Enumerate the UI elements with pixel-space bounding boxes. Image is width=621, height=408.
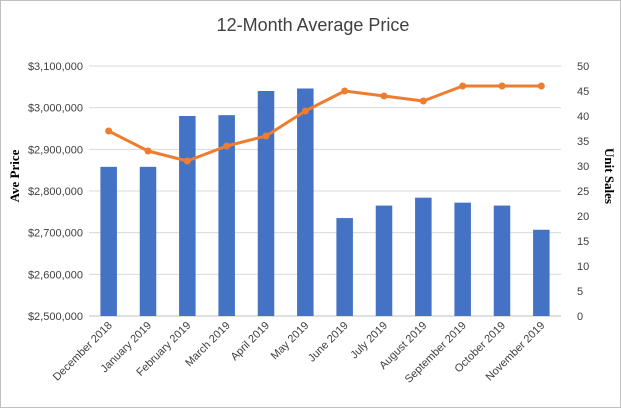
y2-tick-label: 45 xyxy=(577,86,589,98)
line-point xyxy=(341,87,349,95)
y2-tick-label: 30 xyxy=(577,161,589,173)
line-point xyxy=(262,132,270,140)
y2-tick-label: 20 xyxy=(577,211,589,223)
bar xyxy=(297,88,314,316)
bar xyxy=(454,202,471,316)
bar xyxy=(218,115,235,317)
bar xyxy=(179,116,196,316)
y2-axis-title: Unit Sales xyxy=(602,148,617,204)
line-series xyxy=(105,82,545,165)
y-tick-label: $2,700,000 xyxy=(28,228,83,240)
bar xyxy=(375,205,393,316)
y2-tick-label: 50 xyxy=(577,61,589,73)
bar-series xyxy=(100,88,550,317)
left-axis-ticks: $2,500,000 $2,600,000 $2,700,000 $2,800,000… xyxy=(28,61,83,323)
bar xyxy=(139,166,157,316)
bar xyxy=(415,197,432,316)
bar xyxy=(336,218,353,316)
y2-tick-label: 10 xyxy=(577,261,589,273)
series-line xyxy=(107,84,542,163)
line-point xyxy=(105,127,113,135)
y-tick-label: $2,800,000 xyxy=(28,186,83,198)
y2-tick-label: 35 xyxy=(577,136,589,148)
x-tick-label: July 2019 xyxy=(348,320,390,362)
line-point xyxy=(498,82,506,90)
y-axis-title: Ave Price xyxy=(7,149,22,202)
y-tick-label: $3,100,000 xyxy=(28,61,83,73)
bar xyxy=(257,91,275,316)
line-point xyxy=(459,82,467,90)
bar xyxy=(100,166,117,316)
x-tick-label: April 2019 xyxy=(229,320,273,364)
x-tick-label: June 2019 xyxy=(306,320,351,365)
y-tick-label: $2,900,000 xyxy=(28,144,83,156)
gridlines xyxy=(89,65,561,317)
chart-title: 12-Month Average Price xyxy=(217,15,410,35)
bar xyxy=(493,205,511,316)
line-point xyxy=(301,107,309,115)
line-point xyxy=(380,92,388,100)
y-tick-label: $2,500,000 xyxy=(28,311,83,323)
y-tick-label: $2,600,000 xyxy=(28,269,83,281)
y-tick-label: $3,000,000 xyxy=(28,103,83,115)
y2-tick-label: 5 xyxy=(577,286,583,298)
y2-tick-label: 15 xyxy=(577,236,589,248)
right-axis-ticks: 0 5 10 15 20 25 30 35 40 45 50 xyxy=(577,61,589,323)
y2-tick-label: 0 xyxy=(577,311,583,323)
line-point xyxy=(144,147,152,155)
y2-tick-label: 40 xyxy=(577,111,589,123)
line-point xyxy=(223,142,231,150)
line-point xyxy=(183,157,191,165)
line-point xyxy=(537,82,545,90)
bar xyxy=(533,229,550,316)
line-point xyxy=(419,97,427,105)
y2-tick-label: 25 xyxy=(577,186,589,198)
